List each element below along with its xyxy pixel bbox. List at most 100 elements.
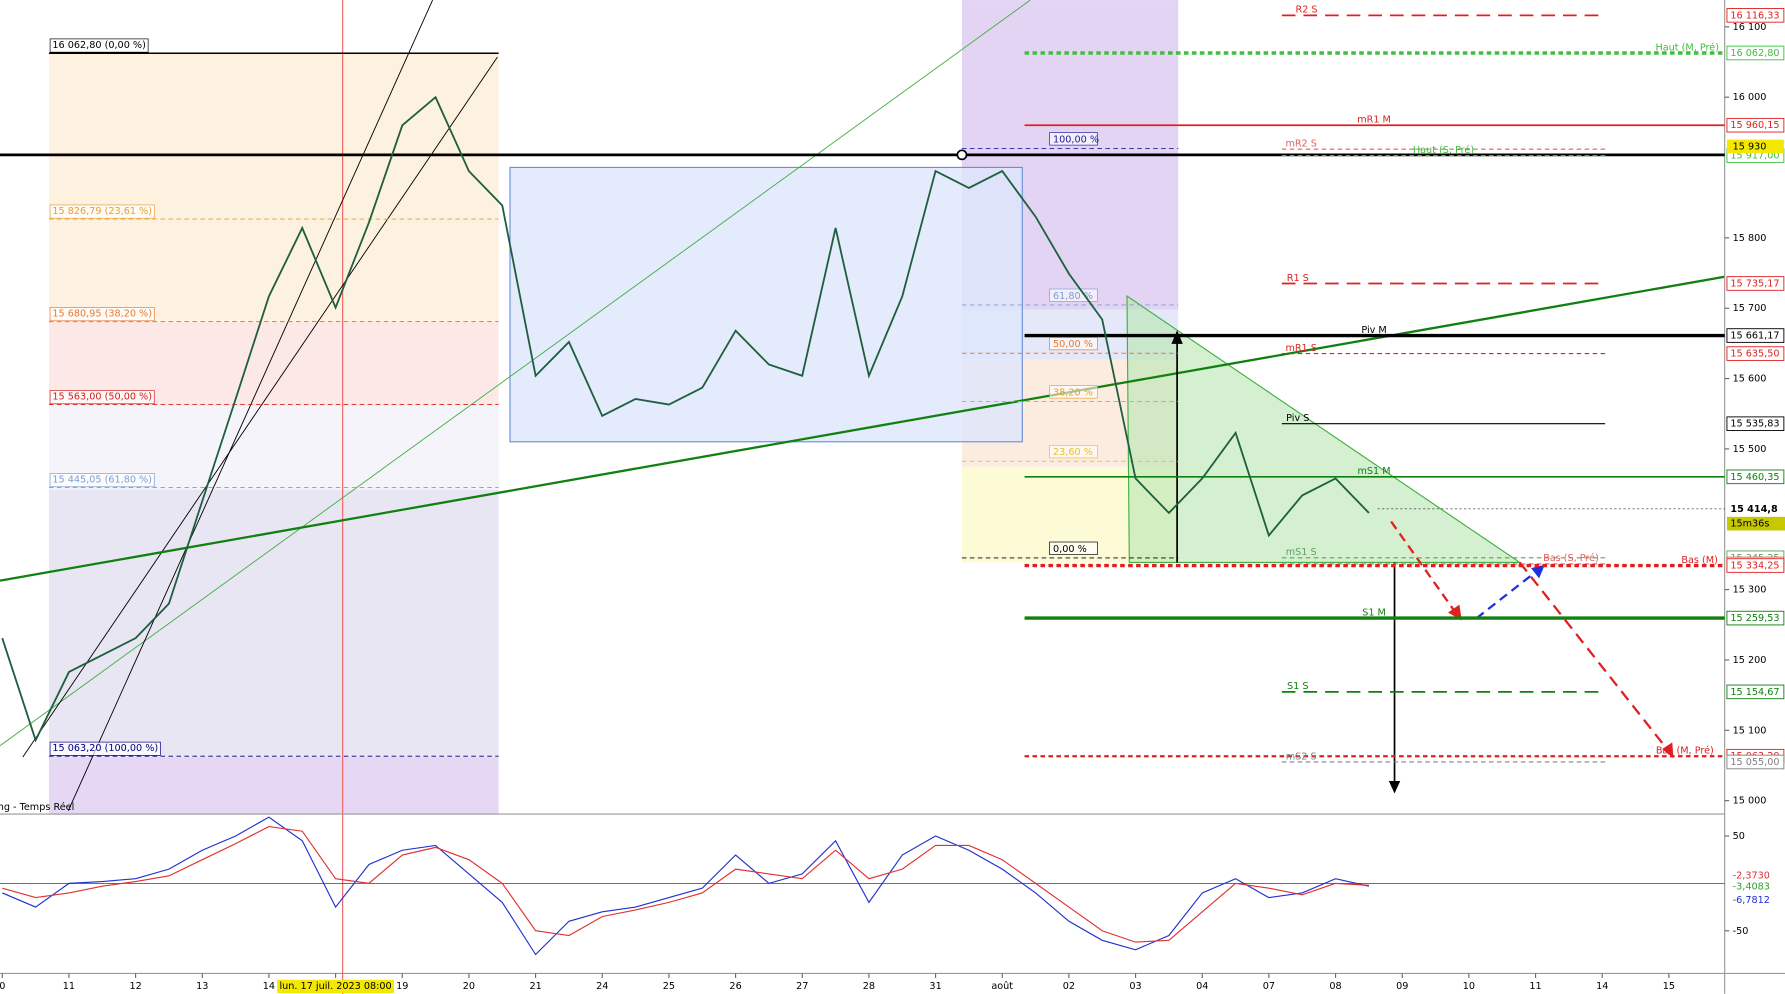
fib-label: 15 445,05 (61,80 %)	[52, 475, 152, 486]
arrow-head	[1388, 781, 1401, 794]
x-tick-label: 10	[1463, 981, 1475, 992]
x-tick-label: 27	[796, 981, 808, 992]
arrow	[1475, 568, 1540, 620]
y-tick-label: 15 200	[1733, 655, 1767, 666]
x-tick-label: 25	[663, 981, 675, 992]
pivot-name: Bas (M)	[1681, 555, 1718, 566]
arrow	[1518, 561, 1670, 753]
fib-label-box	[49, 473, 155, 488]
x-tick-label: 09	[1396, 981, 1408, 992]
x-tick-label: 19	[396, 981, 408, 992]
price-box-label: 15 661,17	[1730, 331, 1779, 342]
price-box	[1726, 139, 1784, 154]
pivot-name: mR1 M	[1357, 115, 1391, 126]
price-box	[1726, 469, 1785, 485]
fib-label-box	[1049, 385, 1098, 399]
pivot-name: Piv M	[1361, 325, 1386, 336]
x-tick-label: 14	[263, 981, 275, 992]
pivot-name: Haut (M, Pré)	[1655, 41, 1719, 53]
price-box	[1726, 346, 1785, 361]
price-box-label: 15 917,00	[1730, 151, 1779, 162]
pivot-name: mR2 S	[1285, 139, 1316, 150]
fib-label-box	[1049, 132, 1098, 146]
price-box	[1726, 8, 1785, 23]
x-tick-label: 02	[1063, 981, 1075, 992]
price-box	[1726, 45, 1785, 61]
price-box	[1726, 684, 1785, 700]
fib-zone	[48, 757, 499, 815]
fib-label-box	[1049, 445, 1098, 459]
price-box-label: 15 930	[1733, 141, 1767, 152]
fib-label-box	[49, 38, 149, 53]
x-tick-label: 21	[529, 981, 541, 992]
x-tick-label: 12	[129, 981, 141, 992]
fib-label-box	[1049, 288, 1098, 302]
fib-label: 15 563,00 (50,00 %)	[52, 392, 152, 403]
y-tick-label: 15 000	[1733, 796, 1767, 807]
x-tick-label: 03	[1129, 981, 1141, 992]
fib-label: 50,00 %	[1053, 339, 1093, 350]
macd-line	[2, 825, 1369, 943]
pivot-name: mS2 S	[1286, 751, 1317, 762]
trend-line	[0, 275, 1725, 582]
fib-label-box	[49, 390, 155, 405]
arrow	[1390, 520, 1459, 616]
fib-label: 61,80 %	[1053, 291, 1093, 302]
price-box	[1726, 276, 1785, 291]
price-box-label: 16 062,80	[1730, 48, 1779, 59]
pivot-name: S1 M	[1362, 607, 1386, 618]
x-tick-label: 07	[1263, 981, 1275, 992]
x-tick-label: 24	[596, 981, 608, 992]
x-tick-label: lun. 17 juil. 2023 08:00	[279, 981, 391, 992]
price-box	[1726, 610, 1785, 626]
y-tick-label: 15 100	[1733, 725, 1767, 736]
price-box	[1726, 754, 1785, 770]
trend-line	[22, 56, 498, 758]
fib-label: 0,00 %	[1053, 544, 1087, 555]
fib-label: 38,20 %	[1053, 387, 1093, 398]
pivot-name: R1 S	[1287, 273, 1309, 284]
current-price-box	[1726, 500, 1785, 517]
pivot-name: S1 S	[1287, 681, 1308, 692]
trend-line	[67, 0, 434, 811]
x-tick-label: août	[991, 980, 1013, 992]
y-tick-label: 15 500	[1733, 444, 1767, 455]
fib-label-box	[49, 741, 161, 756]
arrow-head	[1531, 564, 1545, 579]
fib-label: 23,60 %	[1053, 447, 1093, 458]
pivot-name: mR1 S	[1285, 343, 1316, 354]
triangle	[1126, 294, 1522, 564]
countdown: 15m36s	[1730, 519, 1769, 530]
y-tick-label: 15 800	[1733, 233, 1767, 244]
y-tick-label: 15 700	[1733, 303, 1767, 314]
y-tick-label: 15 300	[1733, 585, 1767, 596]
source-label: ng - Temps Réel	[0, 801, 74, 813]
pivot-name: Haut (S, Pré)	[1413, 144, 1474, 156]
y-tick-label: 16 000	[1733, 92, 1767, 103]
macd-line	[2, 816, 1370, 956]
price-box-label: 15 259,53	[1730, 613, 1779, 624]
pivot-name: mS1 S	[1286, 547, 1317, 558]
fib-label-box	[49, 204, 155, 219]
price-box-label: 16 116,33	[1730, 10, 1779, 21]
fib-label-box	[1049, 541, 1098, 555]
x-tick-label: 26	[729, 981, 741, 992]
price-box-label: 15 334,25	[1730, 561, 1779, 572]
pivot-name: mS1 M	[1357, 466, 1390, 477]
indicator-value: -2,3730	[1733, 870, 1770, 881]
x-tick-label: 13	[196, 981, 208, 992]
price-box-label: 15 960,15	[1730, 120, 1779, 131]
y-tick-label: 50	[1733, 831, 1745, 842]
price-box-label: 15 735,17	[1730, 278, 1779, 289]
x-tick-label: 0	[0, 981, 5, 992]
x-tick-label: 28	[863, 981, 875, 992]
x-tick-label: 08	[1329, 981, 1341, 992]
countdown-box	[1726, 516, 1785, 531]
fib-label: 100,00 %	[1053, 134, 1099, 145]
fib-label-box	[49, 307, 155, 322]
fib-label: 16 062,80 (0,00 %)	[52, 40, 146, 51]
price-box-label: 15 055,00	[1730, 757, 1779, 768]
price-box-label: 15 635,50	[1730, 349, 1779, 360]
x-tick-label: 20	[463, 981, 475, 992]
